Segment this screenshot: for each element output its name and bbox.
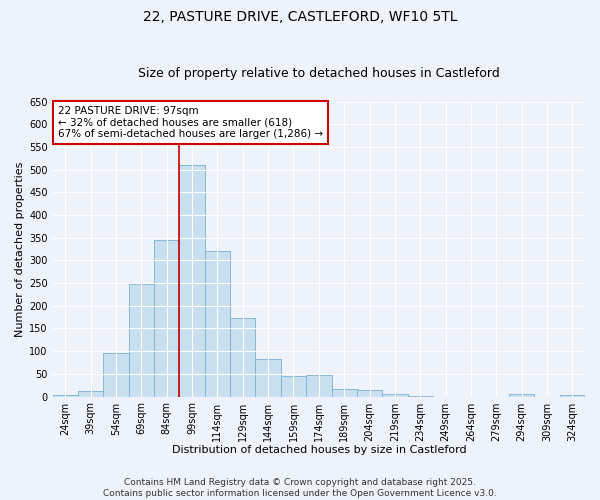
X-axis label: Distribution of detached houses by size in Castleford: Distribution of detached houses by size … [172,445,466,455]
Bar [256,359,281,397]
Y-axis label: Number of detached properties: Number of detached properties [15,162,25,336]
Bar [78,391,103,396]
Bar [332,389,357,396]
Bar [281,376,306,396]
Bar [129,284,154,397]
Text: 22 PASTURE DRIVE: 97sqm
← 32% of detached houses are smaller (618)
67% of semi-d: 22 PASTURE DRIVE: 97sqm ← 32% of detache… [58,106,323,139]
Bar [205,251,230,396]
Bar [357,390,382,396]
Bar [560,395,585,396]
Title: Size of property relative to detached houses in Castleford: Size of property relative to detached ho… [138,66,500,80]
Bar [53,395,78,396]
Bar [306,375,332,396]
Bar [230,318,256,396]
Text: Contains HM Land Registry data © Crown copyright and database right 2025.
Contai: Contains HM Land Registry data © Crown c… [103,478,497,498]
Text: 22, PASTURE DRIVE, CASTLEFORD, WF10 5TL: 22, PASTURE DRIVE, CASTLEFORD, WF10 5TL [143,10,457,24]
Bar [509,394,535,396]
Bar [103,352,129,397]
Bar [382,394,407,396]
Bar [154,240,179,396]
Bar [179,164,205,396]
